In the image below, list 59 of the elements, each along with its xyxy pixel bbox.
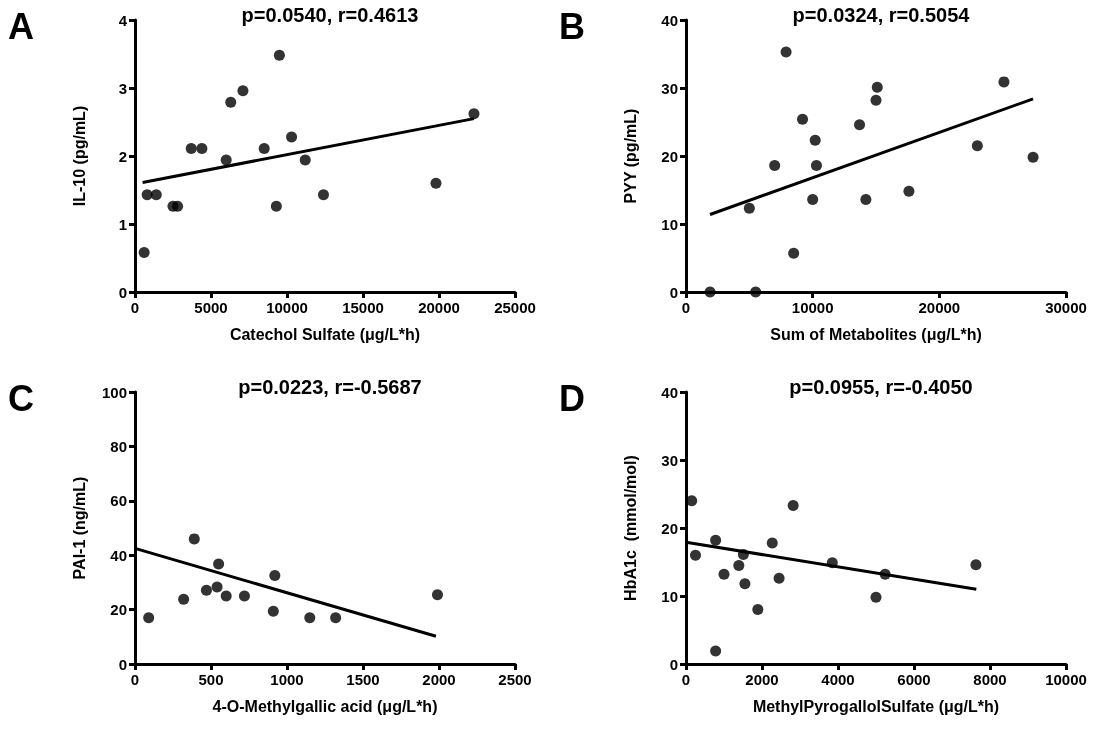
x-tick-label: 10000 (1045, 671, 1087, 688)
chart-title: p=0.0955, r=-0.4050 (789, 376, 973, 398)
y-tick-label: 4 (118, 11, 128, 29)
y-tick-label: 0 (118, 655, 127, 673)
x-tick-label: 20000 (418, 299, 460, 316)
y-tick-label: 80 (110, 437, 127, 455)
chart-title: p=0.0324, r=0.5054 (792, 4, 971, 26)
y-tick-label: 3 (118, 79, 127, 97)
text: B (559, 5, 585, 47)
x-tick-label: 0 (130, 671, 140, 688)
y-tick-label: 40 (661, 383, 678, 401)
x-axis-title: Catechol Sulfate (μg/L*h) (229, 325, 421, 343)
y-tick-label: 100 (101, 383, 127, 401)
y-tick-label: 40 (661, 11, 678, 29)
y-tick-label: 40 (110, 546, 127, 564)
x-tick-label: 1000 (270, 671, 304, 688)
y-axis-title: PAI-1 (ng/mL) (70, 476, 88, 580)
y-tick-label: 20 (110, 601, 127, 619)
y-tick-label: 30 (661, 79, 678, 97)
text: D (559, 377, 585, 419)
text: C (8, 377, 34, 419)
y-tick-label: 30 (661, 451, 678, 469)
x-tick-label: 15000 (342, 299, 384, 316)
y-tick-label: 10 (661, 587, 678, 605)
x-tick-label: 0 (681, 671, 691, 688)
x-tick-label: 2500 (498, 671, 532, 688)
y-tick-label: 1 (118, 215, 127, 233)
x-tick-label: 500 (198, 671, 224, 688)
y-axis-title: HbA1c (mmol/mol) (621, 455, 639, 601)
y-tick-label: 0 (669, 655, 678, 673)
x-tick-label: 10000 (266, 299, 308, 316)
x-tick-label: 25000 (494, 299, 536, 316)
x-tick-label: 0 (130, 299, 140, 316)
x-axis-title: Sum of Metabolites (μg/L*h) (770, 325, 982, 343)
x-tick-label: 8000 (973, 671, 1007, 688)
x-tick-label: 2000 (422, 671, 456, 688)
text: A (8, 5, 34, 47)
x-tick-label: 6000 (897, 671, 931, 688)
x-tick-label: 4000 (821, 671, 855, 688)
x-tick-label: 1500 (346, 671, 380, 688)
y-tick-label: 20 (661, 147, 678, 165)
x-tick-label: 20000 (918, 299, 961, 316)
y-tick-label: 20 (661, 519, 678, 537)
y-tick-label: 10 (661, 215, 678, 233)
x-tick-label: 5000 (194, 299, 228, 316)
x-tick-label: 2000 (745, 671, 779, 688)
y-axis-title: IL-10 (pg/mL) (70, 105, 88, 207)
y-tick-label: 0 (118, 283, 127, 301)
y-tick-label: 2 (118, 147, 127, 165)
y-tick-label: 0 (669, 283, 678, 301)
x-tick-label: 10000 (791, 299, 834, 316)
x-tick-label: 0 (681, 299, 691, 316)
chart-title: p=0.0540, r=0.4613 (241, 4, 419, 26)
y-axis-title: PYY (pg/mL) (621, 108, 639, 204)
x-tick-label: 30000 (1045, 299, 1087, 316)
x-axis-title: 4-O-Methylgallic acid (μg/L*h) (212, 697, 438, 715)
chart-title: p=0.0223, r=-0.5687 (238, 376, 422, 398)
y-tick-label: 60 (110, 492, 127, 510)
x-axis-title: MethylPyrogallolSulfate (μg/L*h) (752, 697, 1000, 715)
